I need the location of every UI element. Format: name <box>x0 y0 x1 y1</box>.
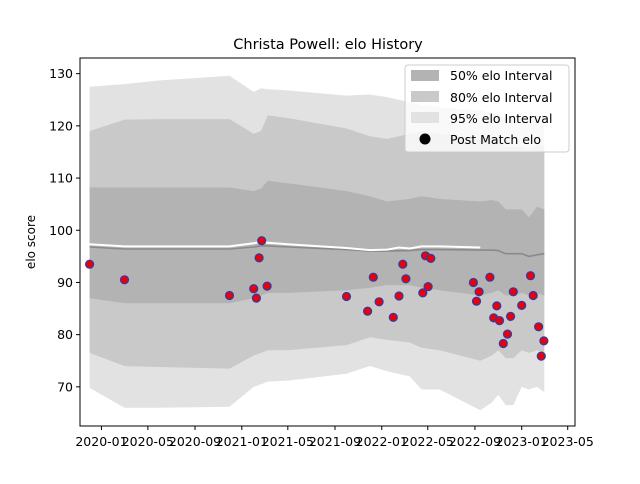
median-elo-line <box>89 240 481 252</box>
post-match-elo-point <box>471 296 482 306</box>
x-tick-label: 2021-01 <box>216 434 268 449</box>
post-match-elo-point <box>506 311 516 321</box>
post-match-elo-point <box>528 290 538 301</box>
x-tick-label: 2020-09 <box>169 434 221 449</box>
y-tick-label: 80 <box>57 327 73 342</box>
legend-box <box>404 64 570 153</box>
post-match-elo-point <box>224 290 235 301</box>
x-tick-label: 2022-01 <box>356 434 408 449</box>
post-match-elo-point <box>492 301 502 311</box>
x-tick-label: 2022-09 <box>449 434 501 449</box>
post-match-elo-point <box>474 287 484 297</box>
chart-title: Christa Powell: elo History <box>233 37 423 53</box>
post-match-elo-point <box>536 351 546 361</box>
post-match-elo-point <box>401 274 411 284</box>
post-match-elo-point <box>257 236 267 246</box>
x-tick-label: 2023-01 <box>496 434 548 449</box>
legend-swatch-band80 <box>411 91 439 102</box>
y-tick-label: 100 <box>49 223 73 238</box>
y-tick-label: 70 <box>57 379 73 394</box>
post-match-elo-point <box>398 259 408 269</box>
legend-label-band50: 50% elo Interval <box>450 68 552 83</box>
y-axis-label: elo score <box>24 215 38 269</box>
post-match-elo-point <box>494 316 505 326</box>
post-match-elo-point <box>525 271 536 281</box>
post-match-elo-point <box>517 300 527 310</box>
post-match-elo-point <box>418 288 428 298</box>
post-match-elo-point <box>84 259 95 269</box>
legend-label-band80: 80% elo Interval <box>450 90 552 105</box>
post-match-elo-point <box>394 291 404 301</box>
legend-label-band95: 95% elo Interval <box>450 111 552 126</box>
post-match-elo-point <box>539 336 549 346</box>
y-tick-label: 120 <box>49 118 73 133</box>
x-tick-label: 2023-05 <box>542 434 594 449</box>
post-match-elo-point <box>426 253 436 263</box>
x-tick-label: 2021-05 <box>262 434 314 449</box>
y-tick-label: 130 <box>49 66 73 81</box>
post-match-elo-point <box>485 272 495 282</box>
post-match-elo-point <box>341 291 352 302</box>
post-match-elo-point <box>498 338 508 349</box>
post-match-elo-point <box>363 306 373 316</box>
post-match-elo-point <box>249 284 259 294</box>
x-tick-label: 2020-05 <box>122 434 174 449</box>
band-50-interval <box>89 180 545 304</box>
legend-swatch-band50 <box>411 70 439 81</box>
x-tick-label: 2020-01 <box>75 434 127 449</box>
legend-swatch-band95 <box>411 112 439 123</box>
post-match-elo-point <box>251 293 261 303</box>
y-tick-label: 90 <box>57 275 73 290</box>
legend: 50% elo Interval 80% elo Interval 95% el… <box>404 64 570 153</box>
plot-frame <box>79 57 576 427</box>
x-tick-label: 2022-05 <box>402 434 454 449</box>
post-match-elo-point <box>533 322 544 332</box>
post-match-elo-point <box>423 282 433 292</box>
post-match-elo-point <box>508 287 518 297</box>
x-tick-label: 2021-09 <box>309 434 361 449</box>
post-match-elo-point <box>388 312 398 322</box>
post-match-elo-point <box>119 275 130 285</box>
y-tick-label: 110 <box>49 171 73 186</box>
legend-label-point: Post Match elo <box>450 132 541 147</box>
post-match-elo-point <box>502 329 513 339</box>
legend-marker-point <box>419 133 431 145</box>
post-match-elo-point <box>368 272 378 282</box>
post-match-elo-point <box>254 253 264 263</box>
post-match-elo-point <box>468 277 478 288</box>
post-match-elo-point <box>262 281 272 291</box>
mean-elo-line <box>89 245 545 258</box>
post-match-elo-point <box>374 297 384 307</box>
